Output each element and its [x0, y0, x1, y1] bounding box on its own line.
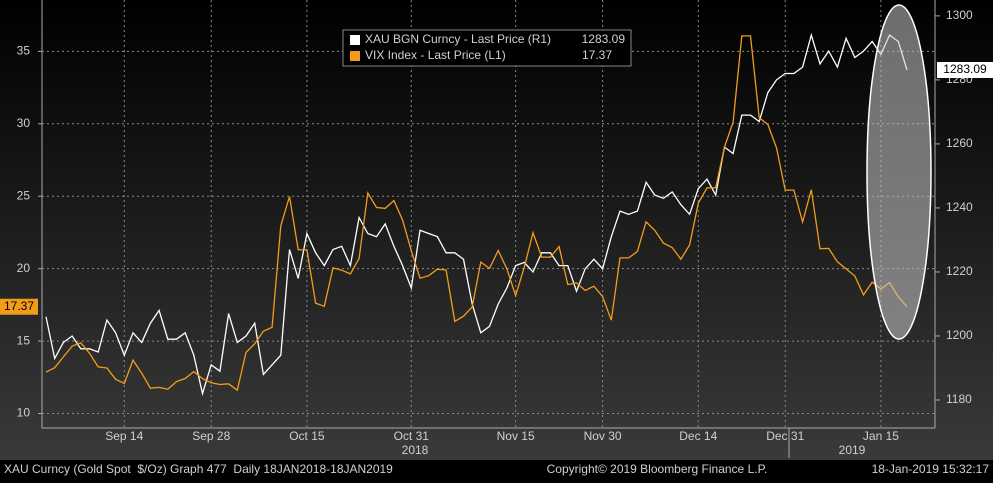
y2-tick-label: 1200: [946, 328, 973, 342]
footer-right: 18-Jan-2019 15:32:17: [872, 462, 990, 476]
x-tick-label: Nov 30: [584, 429, 622, 443]
x-tick-label: Jan 15: [863, 429, 899, 443]
y-tick-label: 25: [17, 188, 31, 202]
legend-label: VIX Index - Last Price (L1): [365, 48, 506, 62]
background: [0, 0, 993, 460]
x-tick-label: Oct 31: [394, 429, 430, 443]
highlight-ellipse: [866, 4, 932, 340]
last-value-label: 17.37: [4, 299, 34, 313]
last-value-tag: [937, 62, 993, 79]
x-tick-label: Oct 15: [289, 429, 325, 443]
footer-center: Copyright© 2019 Bloomberg Finance L.P.: [547, 462, 768, 476]
footer-bar: [0, 460, 993, 478]
y2-tick-label: 1300: [946, 8, 973, 22]
x-tick-label: Dec 31: [766, 429, 804, 443]
y2-tick-label: 1240: [946, 200, 973, 214]
year-label: 2018: [402, 443, 429, 457]
legend-swatch: [350, 35, 360, 45]
y2-tick-label: 1260: [946, 136, 973, 150]
legend-swatch: [350, 51, 360, 61]
legend-value: 17.37: [582, 48, 612, 62]
series-line: [45, 32, 908, 397]
x-tick-label: Sep 28: [192, 429, 230, 443]
footer-left: XAU Curncy (Gold Spot $/Oz) Graph 477 Da…: [4, 462, 393, 476]
y2-tick-label: 1180: [946, 392, 972, 406]
y2-tick-label: 1220: [946, 264, 973, 278]
legend: XAU BGN Curncy - Last Price (R1) 1283.09…: [342, 29, 632, 67]
last-value-label: 1283.09: [943, 62, 987, 76]
lines: [45, 32, 908, 397]
legend-label: XAU BGN Curncy - Last Price (R1): [365, 32, 551, 46]
y-tick-label: 20: [17, 261, 31, 275]
y-tick-label: 15: [17, 333, 31, 347]
x-tick-label: Dec 14: [679, 429, 717, 443]
y-tick-label: 10: [17, 406, 31, 420]
last-value-tag: [0, 298, 38, 315]
series-line: [45, 35, 908, 392]
legend-box: [342, 29, 632, 67]
y-tick-label: 35: [17, 44, 31, 58]
year-label: 2019: [839, 443, 866, 457]
x-tick-label: Sep 14: [105, 429, 143, 443]
x-tick-label: Nov 15: [497, 429, 535, 443]
y-tick-label: 30: [17, 116, 31, 130]
legend-value: 1283.09: [582, 32, 626, 46]
